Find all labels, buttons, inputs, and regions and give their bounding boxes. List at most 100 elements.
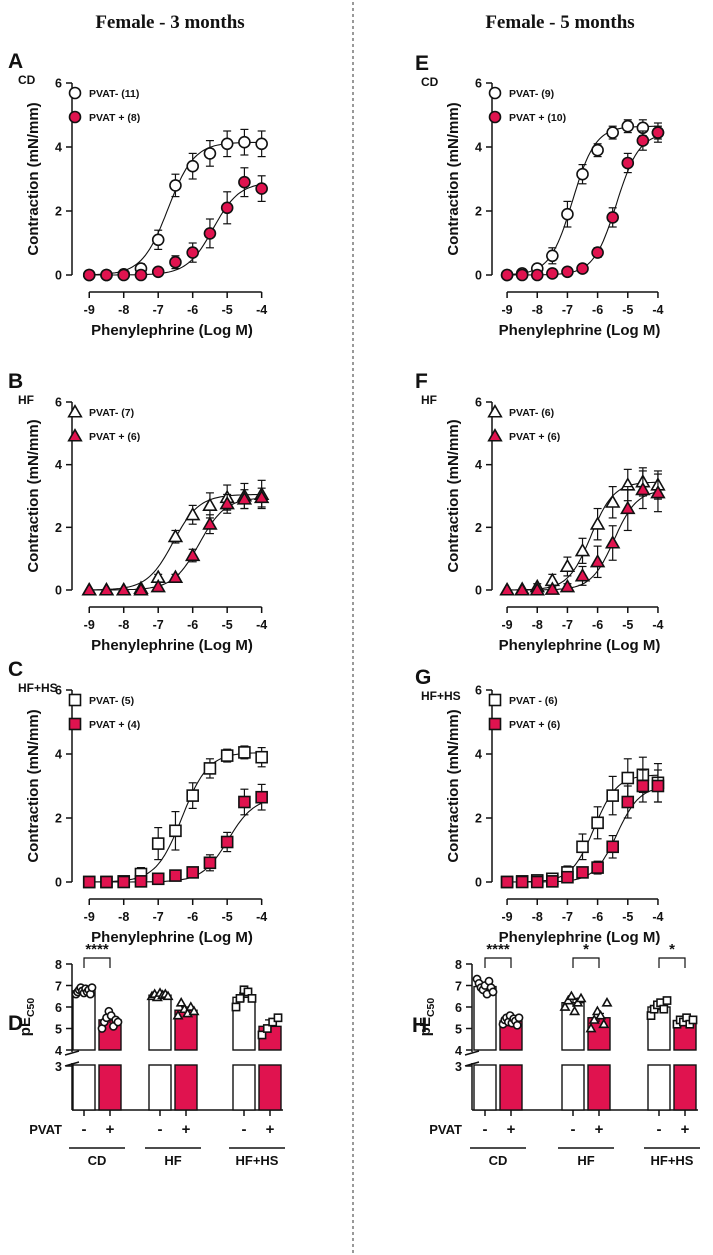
y-tick-label: 4: [475, 458, 482, 472]
data-point: [151, 872, 165, 886]
x-tick-label: -6: [187, 618, 198, 632]
chart-G: GHF+HS 0 2 4 6 -9 -8 -7 -6 -5 -4 Phenylephrine (Log…: [415, 666, 665, 946]
data-point: [235, 993, 245, 1003]
y-tick-label: 0: [475, 269, 482, 283]
legend-label: PVAT + (8): [89, 112, 140, 124]
data-point: [98, 582, 115, 596]
fit-curve: [507, 135, 659, 276]
bar-lower: [232, 1064, 256, 1111]
data-point: [530, 268, 544, 282]
x-tick-label: -5: [622, 910, 633, 924]
y-tick-label: 4: [55, 1044, 62, 1058]
bar-lower: [561, 1064, 585, 1111]
data-point: [134, 268, 148, 282]
data-point: [82, 268, 96, 282]
y-tick-label: 4: [55, 748, 62, 762]
data-point: [186, 246, 199, 259]
data-point: [175, 996, 187, 1007]
legend-label: PVAT - (6): [509, 695, 558, 707]
x-tick-label: -6: [187, 910, 198, 924]
data-point: [589, 553, 606, 568]
legend-marker: [487, 404, 503, 418]
data-point: [151, 837, 165, 850]
pvat-sign: +: [106, 1121, 115, 1138]
data-point: [255, 182, 268, 195]
x-tick-label: -6: [592, 910, 603, 924]
pvat-sign: +: [266, 1121, 275, 1138]
panel-letter: C: [8, 658, 23, 681]
data-point: [621, 119, 635, 133]
panel-letter: B: [8, 370, 23, 393]
y-tick-label: 4: [55, 141, 62, 155]
chart-F: FHF 0 2 4 6 -9 -8 -7 -6 -5 -4 Phenylephrine (Log M)…: [415, 370, 666, 654]
legend-label: PVAT- (9): [509, 88, 554, 100]
significance-bracket: [484, 957, 512, 968]
legend-label: PVAT + (6): [509, 431, 560, 443]
legend-marker: [68, 693, 82, 707]
x-tick-label: -4: [652, 303, 663, 317]
x-tick-label: -8: [532, 303, 543, 317]
bar-lower: [587, 1064, 611, 1111]
y-tick-label: 2: [475, 205, 482, 219]
y-tick-label: 4: [475, 141, 482, 155]
data-point: [184, 547, 201, 562]
data-point: [559, 1001, 571, 1011]
data-point: [117, 268, 131, 282]
data-point: [81, 582, 97, 596]
data-point: [591, 861, 604, 874]
y-axis-label: pEC50: [17, 998, 37, 1037]
data-point: [650, 484, 666, 499]
y-tick-label: 6: [55, 77, 62, 91]
data-point: [202, 516, 218, 530]
pvat-sign: -: [242, 1121, 247, 1138]
legend-marker: [488, 717, 502, 731]
data-point: [574, 542, 591, 557]
chart-E: ECD 0 2 4 6 -9 -8 -7 -6 -5 -4 Phenylephrine (Log M)…: [415, 52, 665, 339]
data-point: [151, 233, 165, 247]
data-point: [87, 983, 97, 993]
data-point: [585, 1022, 597, 1033]
data-point: [514, 582, 530, 596]
data-point: [169, 869, 182, 882]
y-axis-label: Contraction (mN/mm): [25, 102, 42, 255]
y-tick-label: 4: [475, 748, 482, 762]
data-point: [589, 516, 606, 530]
data-point: [662, 996, 672, 1005]
y-tick-label: 7: [455, 980, 462, 994]
legend-marker: [67, 404, 83, 418]
legend-label: PVAT + (4): [89, 719, 140, 731]
data-point: [512, 1020, 522, 1030]
panel-letter: G: [415, 666, 431, 689]
data-point: [688, 1015, 698, 1025]
pvat-sign: +: [595, 1121, 604, 1138]
group-label: CD: [489, 1153, 508, 1168]
data-point: [620, 500, 636, 515]
data-point: [544, 581, 561, 595]
pvat-sign: -: [82, 1121, 87, 1138]
diet-label: CD: [421, 75, 439, 89]
x-tick-label: -5: [222, 910, 233, 924]
bar-lower: [98, 1064, 122, 1111]
data-point: [606, 126, 619, 139]
diet-label: HF: [18, 393, 34, 407]
data-point: [561, 870, 574, 884]
x-tick-label: -4: [652, 618, 663, 632]
data-point: [100, 875, 113, 889]
x-tick-label: -4: [256, 618, 267, 632]
significance-bracket: [658, 957, 686, 968]
y-axis-label: Contraction (mN/mm): [25, 419, 42, 572]
data-point: [651, 779, 665, 793]
data-point: [559, 578, 576, 593]
y-tick-label: 0: [55, 584, 62, 598]
y-tick-label: 2: [475, 521, 482, 535]
group-label: HF+HS: [236, 1153, 279, 1168]
data-point: [574, 567, 591, 582]
data-point: [202, 497, 218, 511]
x-tick-label: -8: [118, 910, 129, 924]
legend-label: PVAT + (6): [509, 719, 560, 731]
data-point: [219, 495, 235, 510]
data-point: [575, 992, 587, 1003]
x-axis-label: Phenylephrine (Log M): [499, 929, 661, 946]
